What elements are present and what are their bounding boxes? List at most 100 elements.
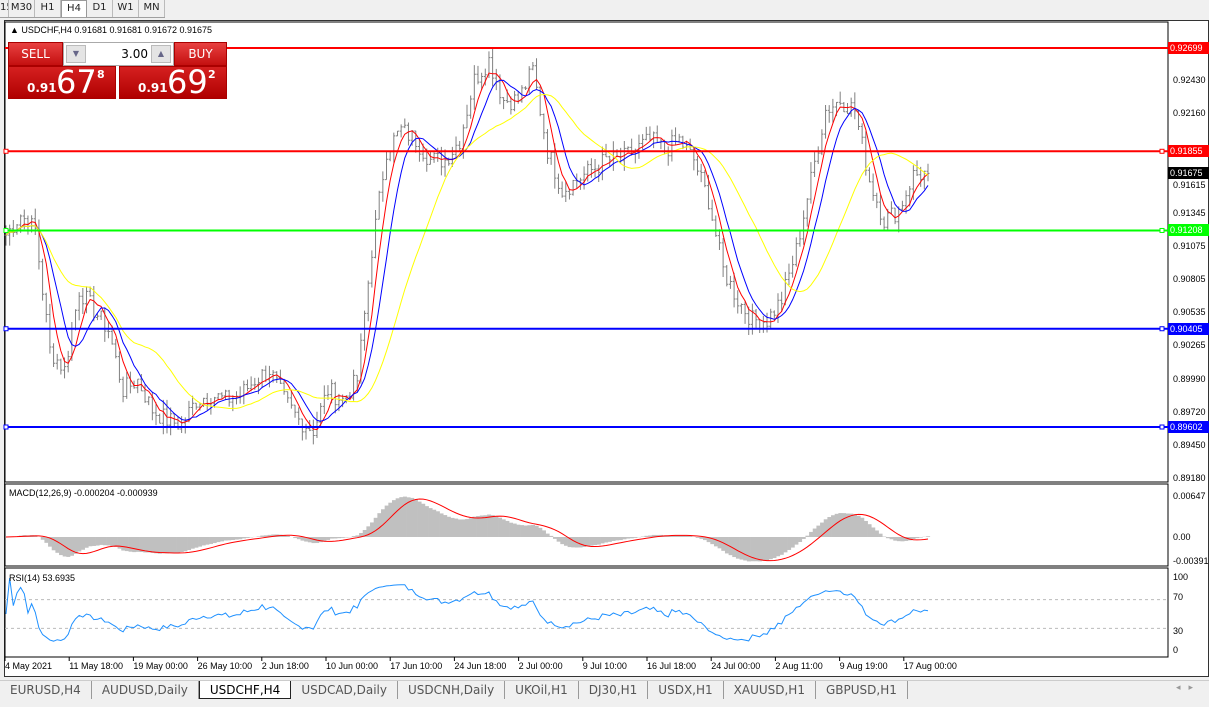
price-tick: 0.90535 <box>1173 306 1206 317</box>
macd-histogram-bar <box>468 518 473 537</box>
macd-histogram-bar <box>399 497 404 537</box>
lot-decrease-icon[interactable]: ▼ <box>66 45 86 63</box>
macd-histogram-bar <box>40 537 45 540</box>
ohlc-bar <box>732 272 736 308</box>
macd-histogram-bar <box>311 537 316 544</box>
ma-fast-line <box>5 72 929 431</box>
timeframe-15[interactable]: 15 <box>0 0 9 17</box>
hline-handle <box>1159 424 1165 430</box>
ohlc-bar <box>311 419 315 445</box>
macd-histogram-bar <box>410 497 415 537</box>
sell-price[interactable]: 0.91 67 8 <box>8 63 116 101</box>
macd-histogram-bar <box>798 537 803 543</box>
macd-histogram-bar <box>585 537 590 547</box>
macd-histogram-bar <box>589 537 594 546</box>
macd-tick: -0.003916 <box>1173 556 1209 566</box>
macd-histogram-bar <box>721 537 726 551</box>
timeframe-M30[interactable]: M30 <box>9 0 35 17</box>
macd-histogram-bar <box>545 533 550 537</box>
tab-usdcad-daily[interactable]: USDCAD,Daily <box>291 681 398 699</box>
tab-ukoil-h1[interactable]: UKOil,H1 <box>505 681 579 699</box>
ohlc-bar <box>454 136 458 159</box>
macd-histogram-bar <box>699 537 704 539</box>
macd-histogram-bar <box>871 527 876 537</box>
macd-histogram-bar <box>351 536 356 537</box>
macd-histogram-bar <box>421 503 426 537</box>
ohlc-bar <box>406 122 410 146</box>
ohlc-bar <box>44 292 48 323</box>
date-tick: 17 Aug 00:00 <box>903 661 957 671</box>
tab-usdx-h1[interactable]: USDX,H1 <box>648 681 724 699</box>
macd-histogram-bar <box>490 515 495 537</box>
hline-handle <box>3 326 9 332</box>
tab-usdcnh-daily[interactable]: USDCNH,Daily <box>398 681 506 699</box>
macd-histogram-bar <box>633 537 638 538</box>
macd-histogram-bar <box>809 531 814 537</box>
current-price-tag: 0.91675 <box>1168 167 1209 180</box>
macd-histogram-bar <box>362 529 367 537</box>
timeframe-D1[interactable]: D1 <box>87 0 113 17</box>
timeframe-H4[interactable]: H4 <box>61 0 87 17</box>
macd-histogram-bar <box>534 525 539 537</box>
tab-dj30-h1[interactable]: DJ30,H1 <box>579 681 649 699</box>
ohlc-bar <box>352 369 356 401</box>
macd-histogram-bar <box>234 537 239 540</box>
date-tick: 2 Aug 11:00 <box>775 661 823 671</box>
tab-audusd-daily[interactable]: AUDUSD,Daily <box>92 681 199 699</box>
tab-usdchf-h4[interactable]: USDCHF,H4 <box>198 681 292 699</box>
timeframe-H1[interactable]: H1 <box>35 0 61 17</box>
macd-histogram-bar <box>867 524 872 537</box>
macd-histogram-bar <box>413 499 418 537</box>
ohlc-bar <box>220 392 224 400</box>
ohlc-bar <box>88 286 92 297</box>
macd-histogram-bar <box>370 522 375 537</box>
macd-histogram-bar <box>296 537 301 540</box>
macd-histogram-bar <box>333 537 338 539</box>
lot-increase-icon[interactable]: ▲ <box>151 45 171 63</box>
ohlc-bar <box>198 402 202 411</box>
macd-histogram-bar <box>340 537 345 538</box>
ohlc-bar <box>853 92 857 120</box>
tab-xauusd-h1[interactable]: XAUUSD,H1 <box>724 681 816 699</box>
macd-histogram-bar <box>735 537 740 559</box>
tab-eurusd-h4[interactable]: EURUSD,H4 <box>0 681 92 699</box>
macd-histogram-bar <box>512 523 517 537</box>
ohlc-bar <box>904 190 908 214</box>
ohlc-bar <box>319 403 323 427</box>
buy-price[interactable]: 0.91 69 2 <box>119 63 227 101</box>
ohlc-bar <box>549 151 553 165</box>
tab-scroll-arrows[interactable]: ◂▸ <box>1175 683 1201 693</box>
macd-pane <box>4 483 1169 567</box>
ohlc-bar <box>710 199 714 221</box>
sell-button[interactable]: SELL <box>8 42 63 66</box>
collapse-triangle-icon[interactable]: ▲ <box>10 25 22 35</box>
tab-gbpusd-h1[interactable]: GBPUSD,H1 <box>816 681 908 699</box>
ohlc-bar <box>736 290 740 314</box>
hline-price-tag: 0.91208 <box>1168 224 1209 237</box>
macd-histogram-bar <box>143 537 148 553</box>
lot-stepper[interactable]: ▼ ▲ <box>63 42 174 66</box>
ohlc-bar <box>754 309 758 329</box>
macd-histogram-bar <box>132 537 137 553</box>
macd-histogram-bar <box>326 537 331 540</box>
lot-input[interactable] <box>88 45 150 63</box>
timeframe-W1[interactable]: W1 <box>113 0 139 17</box>
macd-histogram-bar <box>648 535 653 537</box>
ohlc-bar <box>395 130 399 137</box>
macd-histogram-bar <box>827 517 832 537</box>
macd-histogram-bar <box>359 533 364 537</box>
hline-price-tag: 0.91855 <box>1168 145 1209 158</box>
macd-histogram-bar <box>706 537 711 543</box>
ohlc-bar <box>114 338 118 359</box>
macd-histogram-bar <box>201 537 206 546</box>
ohlc-bar <box>216 393 220 400</box>
buy-button[interactable]: BUY <box>174 42 227 66</box>
macd-histogram-bar <box>746 537 751 562</box>
macd-histogram-bar <box>190 537 195 549</box>
macd-histogram-bar <box>552 537 557 539</box>
macd-histogram-bar <box>307 537 312 543</box>
timeframe-MN[interactable]: MN <box>139 0 165 17</box>
ohlc-bar <box>55 353 59 370</box>
price-tick: 0.89450 <box>1173 439 1206 450</box>
